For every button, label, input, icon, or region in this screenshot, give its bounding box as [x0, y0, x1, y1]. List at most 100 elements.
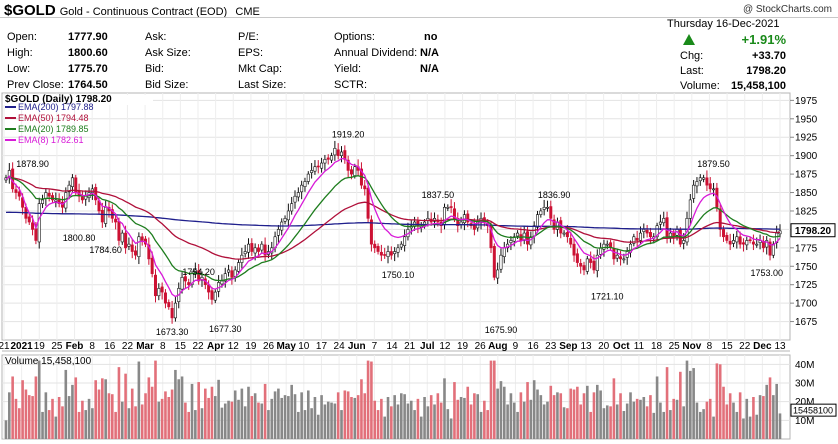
volume-bar	[679, 371, 682, 439]
volume-bar	[629, 392, 632, 439]
candle-body	[41, 199, 45, 204]
volume-bar	[582, 393, 586, 439]
volume-bar	[466, 386, 470, 439]
candle-body	[157, 288, 161, 297]
candle-body	[708, 183, 712, 190]
candle-body	[496, 269, 500, 279]
volume-bar	[220, 407, 224, 439]
volume-bar	[87, 398, 91, 439]
volume-bar	[380, 398, 383, 439]
candle-body	[187, 282, 191, 286]
volume-bar	[227, 400, 230, 439]
volume-bar	[652, 412, 656, 439]
eps-label: EPS:	[238, 47, 264, 59]
volume-bar	[778, 413, 782, 439]
volume-bar	[406, 403, 410, 439]
candle-body	[449, 206, 453, 208]
ema8-line	[5, 157, 781, 298]
volume-bar	[589, 411, 592, 439]
candle-body	[648, 232, 652, 238]
volume-bar	[323, 404, 327, 439]
candle-body	[735, 236, 739, 243]
price-annotation: 1784.60	[89, 245, 122, 255]
sctr-label: SCTR:	[334, 79, 367, 91]
volume-bar	[728, 393, 732, 439]
candle-body	[399, 243, 403, 248]
volume-bar	[449, 418, 453, 439]
candle-body	[403, 236, 407, 246]
candle-body	[296, 192, 300, 198]
price-y-tick-label: 1825	[795, 206, 818, 217]
candle-body	[313, 166, 317, 172]
candle-body	[658, 221, 662, 225]
volume-bar	[459, 397, 463, 439]
price-y-tick-label: 1950	[795, 114, 818, 125]
x-tick-label: 16	[104, 341, 116, 352]
volume-bar	[469, 404, 473, 439]
x-tick-label: Sep	[559, 341, 577, 352]
volume-bar	[715, 363, 719, 439]
price-annotation: 1800.80	[63, 233, 96, 243]
volume-bar	[247, 386, 250, 439]
candle-body	[54, 199, 58, 202]
volume-bar	[619, 393, 622, 439]
volume-bar	[124, 373, 127, 439]
volume-bar	[120, 401, 124, 439]
volume-bar	[346, 391, 350, 439]
x-tick-label: 19	[457, 341, 469, 352]
mkt-cap-label: Mkt Cap:	[238, 63, 283, 75]
volume-bar	[748, 416, 752, 439]
candle-body	[330, 155, 334, 161]
price-annotation: 1919.20	[332, 130, 365, 140]
candle-body	[619, 256, 623, 260]
options-value: no	[424, 31, 438, 43]
candle-body	[373, 243, 377, 249]
volume-bar	[506, 404, 509, 439]
volume-bar	[576, 386, 579, 439]
volume-bar	[97, 389, 101, 439]
ask-label: Ask:	[145, 31, 167, 43]
candle-body	[47, 192, 51, 197]
volume-bar	[127, 408, 131, 439]
candle-body	[94, 187, 98, 201]
volume-bar	[522, 401, 526, 439]
candle-body	[134, 250, 138, 256]
price-annotation: 1750.10	[382, 270, 415, 280]
chg-label: Chg:	[680, 50, 704, 62]
volume-bar	[396, 404, 400, 439]
volume-bar	[698, 411, 702, 439]
volume-bar	[81, 400, 84, 439]
volume-bar	[363, 393, 367, 439]
candle-body	[599, 247, 603, 255]
volume-bar	[313, 397, 317, 439]
volume-bar	[184, 402, 187, 439]
x-tick-label: 14	[386, 341, 398, 352]
x-tick-label: 23	[545, 341, 557, 352]
candle-body	[499, 254, 503, 270]
open-label: Open:	[7, 31, 37, 43]
x-tick-label: 22	[739, 341, 751, 352]
last-value: 1798.20	[746, 65, 786, 77]
candle-body	[283, 218, 287, 222]
volume-bar	[419, 416, 423, 439]
volume-bar	[370, 361, 373, 439]
candle-body	[200, 277, 204, 281]
candle-body	[542, 206, 546, 210]
candle-body	[632, 236, 636, 244]
x-tick-label: 19	[245, 341, 257, 352]
candle-body	[137, 236, 141, 257]
volume-bar	[11, 376, 14, 439]
volume-bar	[639, 399, 642, 439]
x-tick-label: Jul	[420, 341, 435, 352]
candle-body	[369, 219, 373, 245]
candle-body	[635, 237, 639, 241]
candle-body	[585, 258, 589, 272]
x-tick-label: 9	[513, 341, 519, 352]
volume-bar	[37, 360, 41, 439]
volume-bar	[41, 411, 44, 439]
volume-bar	[144, 393, 147, 439]
volume-bar	[160, 398, 164, 439]
candle-body	[303, 181, 307, 187]
volume-bar	[190, 383, 194, 439]
dividend-label: Annual Dividend:	[334, 47, 418, 59]
